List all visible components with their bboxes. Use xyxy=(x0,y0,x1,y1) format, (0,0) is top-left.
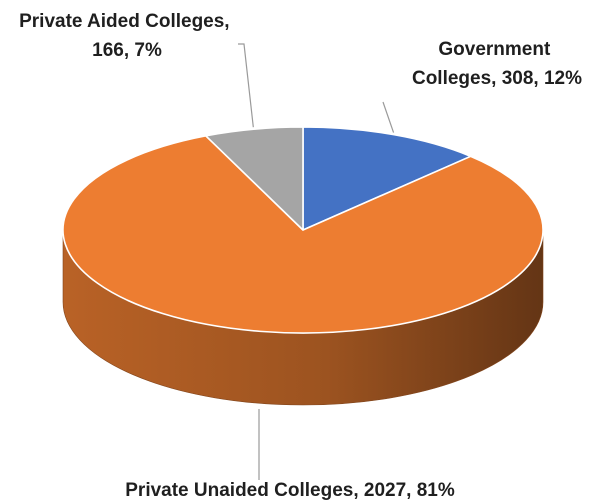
slice-private-aided xyxy=(204,126,304,231)
leader-line-private-aided xyxy=(238,43,254,128)
data-label-private-unaided: Private Unaided Colleges, 2027, 81% xyxy=(125,480,455,501)
data-label-private-aided: Private Aided Colleges, 166, 7% xyxy=(19,11,235,61)
leader-lines xyxy=(238,43,395,480)
pie-top-faces xyxy=(62,126,544,334)
slice-government xyxy=(302,126,472,231)
slice-private-unaided xyxy=(62,135,544,334)
leader-line-government xyxy=(382,101,395,133)
data-label-government: Government Colleges, 308, 12% xyxy=(412,39,582,89)
data-labels: Government Colleges, 308, 12% Private Un… xyxy=(19,11,582,501)
